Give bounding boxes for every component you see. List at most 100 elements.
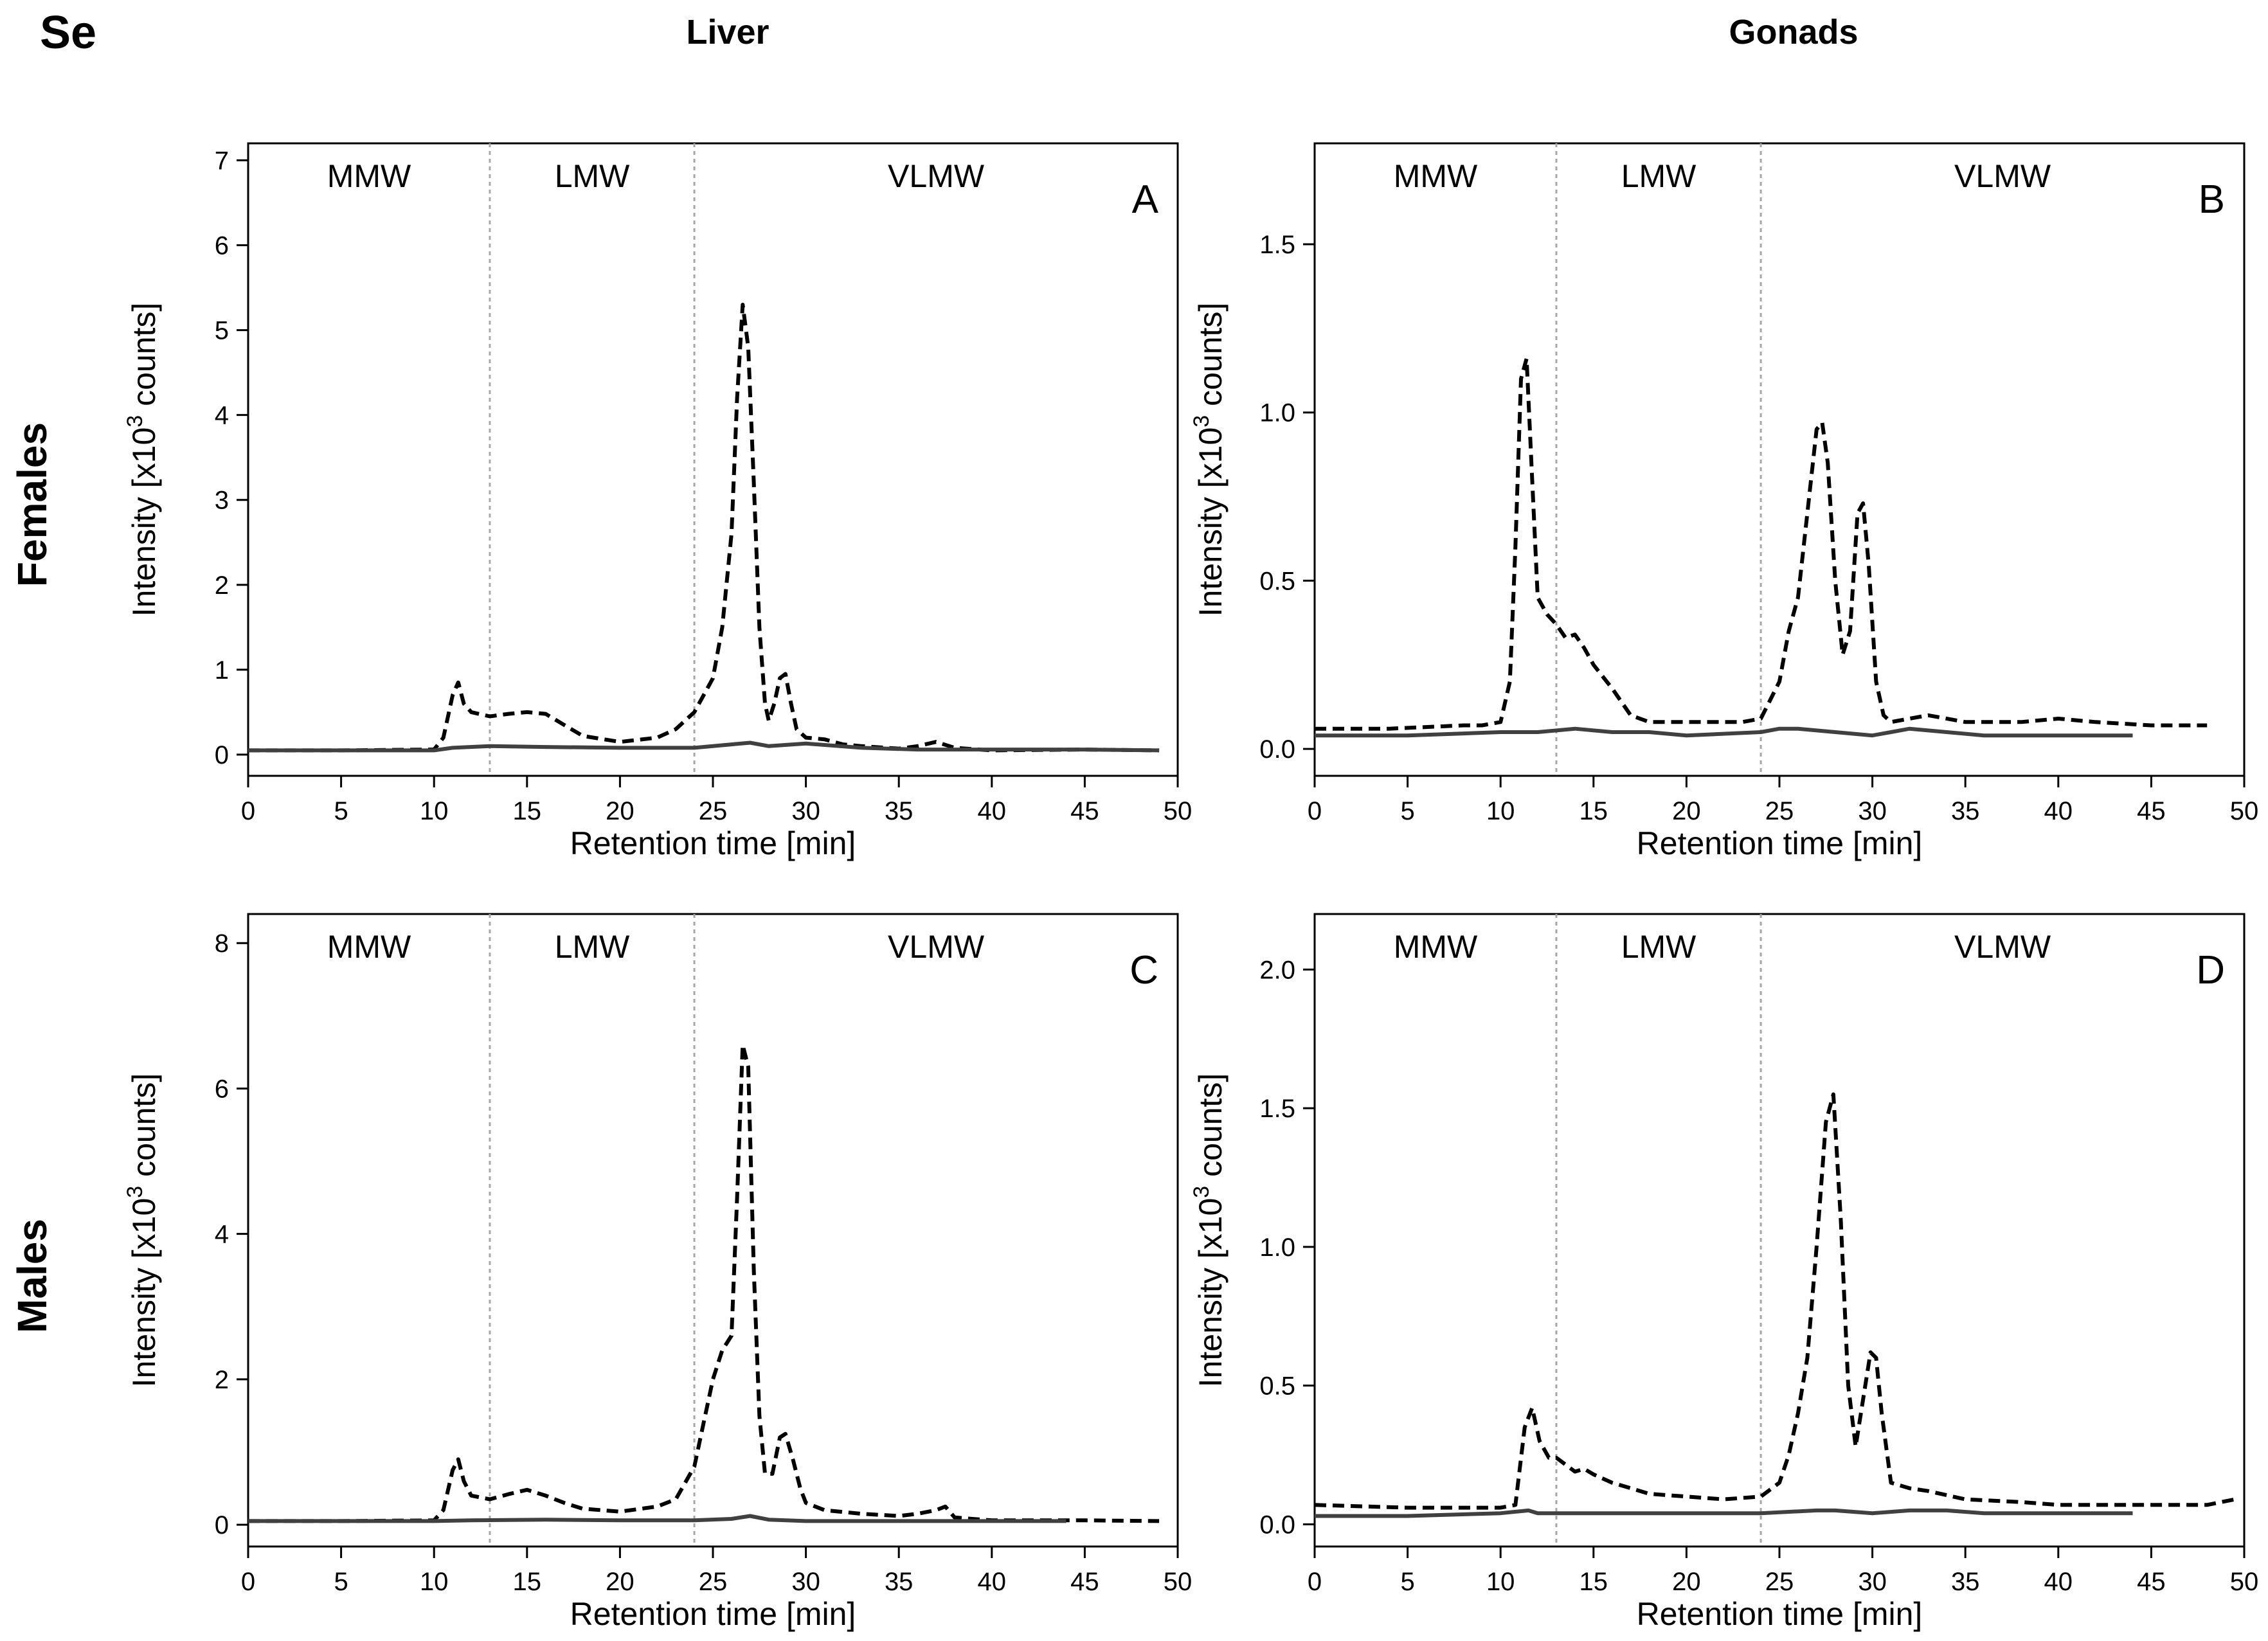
series-line-dashed — [1315, 357, 2208, 731]
x-tick-label: 15 — [1580, 1568, 1608, 1596]
fraction-label-vlmw: VLMW — [888, 158, 985, 194]
fraction-label-vlmw: VLMW — [1954, 158, 2051, 194]
x-tick-label: 45 — [2137, 797, 2166, 825]
x-tick-label: 25 — [699, 797, 728, 825]
fraction-label-mmw: MMW — [1394, 929, 1478, 965]
fraction-label-mmw: MMW — [327, 158, 411, 194]
y-tick-label: 1.5 — [1259, 1095, 1295, 1123]
x-axis-label: Retention time [min] — [1637, 1596, 1923, 1632]
x-tick-label: 40 — [978, 1568, 1007, 1596]
y-axis-label-superscript: 3 — [1189, 415, 1214, 427]
x-tick-label: 10 — [1486, 1568, 1515, 1596]
series-line-dashed — [248, 1043, 1160, 1523]
chart-panel-c: MMW LMW VLMW C 0 5 10 15 20 25 30 35 40 45 50 0 2 4 6 8 Rete… — [123, 913, 1192, 1632]
x-tick-label: 15 — [513, 1568, 542, 1596]
x-tick-label: 30 — [1858, 1568, 1887, 1596]
y-tick-label: 0 — [215, 741, 229, 769]
series-line-solid — [1315, 726, 2133, 738]
fraction-label-mmw: MMW — [327, 929, 411, 965]
x-tick-label: 5 — [1400, 1568, 1414, 1596]
x-axis-label: Retention time [min] — [1637, 825, 1923, 861]
x-tick-label: 10 — [1486, 797, 1515, 825]
y-tick-label: 0.5 — [1259, 1372, 1295, 1401]
y-tick-label: 1 — [215, 656, 229, 685]
fraction-label-lmw: LMW — [1621, 929, 1697, 965]
x-tick-label: 30 — [1858, 797, 1887, 825]
row-title-males: Males — [9, 1219, 55, 1333]
chart-panel-b: MMW LMW VLMW B 0 5 10 15 20 25 30 35 40 45 50 0.0 0.5 1.0… — [1189, 142, 2259, 861]
panel-letter: B — [2199, 177, 2225, 222]
panel-letter: A — [1132, 177, 1159, 222]
x-tick-label: 20 — [1672, 797, 1701, 825]
y-tick-label: 2 — [215, 1366, 229, 1394]
y-tick-label: 0.0 — [1259, 1511, 1295, 1539]
fraction-label-lmw: LMW — [555, 929, 630, 965]
x-tick-label: 15 — [1580, 797, 1608, 825]
y-tick-label: 1.5 — [1259, 231, 1295, 259]
y-tick-label: 0.5 — [1259, 567, 1295, 595]
x-axis-label: Retention time [min] — [570, 1596, 856, 1632]
x-tick-label: 0 — [241, 1568, 255, 1596]
fraction-label-lmw: LMW — [1621, 158, 1697, 194]
series-line-solid — [248, 1514, 1066, 1523]
x-tick-label: 20 — [1672, 1568, 1701, 1596]
x-tick-label: 45 — [2137, 1568, 2166, 1596]
x-tick-label: 40 — [2044, 797, 2073, 825]
x-tick-label: 5 — [334, 797, 348, 825]
panel-letter: D — [2196, 948, 2225, 992]
chart-panel-d: MMW LMW VLMW D 0 5 10 15 20 25 30 35 40 45 50 0.0 0.5 1.0… — [1189, 913, 2259, 1632]
fraction-label-vlmw: VLMW — [1954, 929, 2051, 965]
x-tick-label: 25 — [699, 1568, 728, 1596]
x-tick-label: 5 — [1400, 797, 1414, 825]
x-tick-label: 0 — [1308, 797, 1322, 825]
y-axis-label: Intensity [x103 counts] — [123, 303, 162, 617]
y-tick-label: 6 — [215, 231, 229, 260]
x-tick-label: 15 — [513, 797, 542, 825]
x-tick-label: 50 — [2230, 1568, 2259, 1596]
x-tick-label: 50 — [1164, 1568, 1192, 1596]
panel-letter: C — [1130, 948, 1158, 992]
y-tick-label: 6 — [215, 1075, 229, 1103]
x-tick-label: 5 — [334, 1568, 348, 1596]
y-axis-label-superscript: 3 — [1189, 1186, 1214, 1198]
y-tick-label: 4 — [215, 1221, 229, 1249]
y-axis-label: Intensity [x103 counts] — [123, 1073, 162, 1388]
y-tick-label: 5 — [215, 317, 229, 345]
y-axis-label: Intensity [x103 counts] — [1189, 303, 1228, 617]
x-tick-label: 35 — [885, 797, 914, 825]
y-tick-label: 4 — [215, 402, 229, 430]
x-tick-label: 35 — [885, 1568, 914, 1596]
series-line-solid — [248, 740, 1160, 753]
y-tick-label: 1.0 — [1259, 399, 1295, 427]
x-tick-label: 10 — [420, 1568, 449, 1596]
x-tick-label: 50 — [1164, 797, 1192, 825]
series-line-dashed — [1314, 1092, 2236, 1510]
element-label: Se — [40, 7, 96, 58]
y-axis-label-suffix: counts] — [1192, 1073, 1228, 1186]
y-axis-label-suffix: counts] — [126, 1073, 162, 1186]
y-axis-label-superscript: 3 — [123, 1186, 147, 1198]
column-title-liver: Liver — [686, 13, 769, 51]
x-tick-label: 50 — [2230, 797, 2259, 825]
y-tick-label: 7 — [215, 147, 229, 175]
y-axis-label: Intensity [x103 counts] — [1189, 1073, 1228, 1388]
x-tick-label: 35 — [1951, 797, 1980, 825]
x-tick-label: 0 — [241, 797, 255, 825]
y-tick-label: 0.0 — [1259, 735, 1295, 764]
x-tick-label: 30 — [791, 1568, 820, 1596]
x-tick-label: 30 — [791, 797, 820, 825]
y-tick-label: 2 — [215, 571, 229, 600]
y-axis-label-prefix: Intensity [x10 — [126, 1198, 162, 1388]
row-title-females: Females — [9, 422, 55, 587]
y-tick-label: 8 — [215, 929, 229, 958]
x-axis-label: Retention time [min] — [570, 825, 856, 861]
series-line-solid — [1315, 1508, 2133, 1518]
y-axis-label-prefix: Intensity [x10 — [126, 427, 162, 617]
x-tick-label: 45 — [1070, 797, 1099, 825]
y-axis-label-superscript: 3 — [123, 415, 147, 427]
y-tick-label: 1.0 — [1259, 1233, 1295, 1262]
y-tick-label: 2.0 — [1259, 956, 1295, 984]
y-axis-label-suffix: counts] — [1192, 303, 1228, 415]
